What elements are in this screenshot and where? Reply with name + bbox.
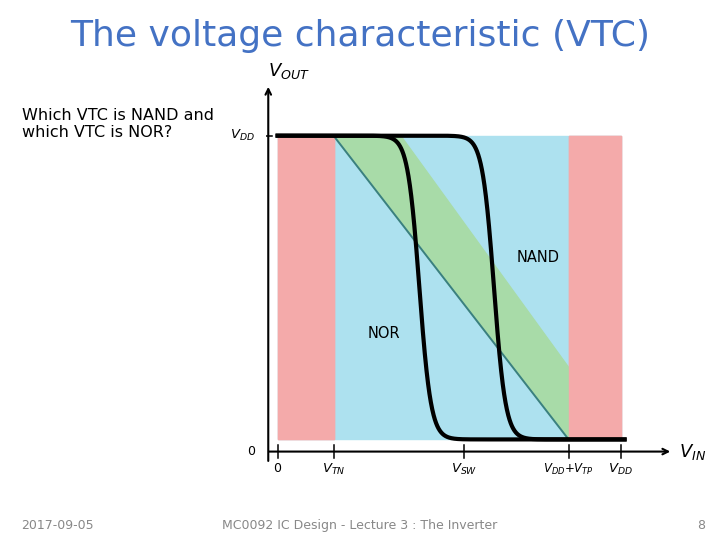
Text: $V_{IN}$: $V_{IN}$ — [679, 442, 706, 462]
Text: $V_{DD}$$+$$V_{TP}$: $V_{DD}$$+$$V_{TP}$ — [543, 462, 594, 477]
Text: 0: 0 — [274, 462, 282, 475]
Text: 0: 0 — [247, 445, 255, 458]
Text: $V_{DD}$: $V_{DD}$ — [608, 462, 634, 477]
Text: Which VTC is NAND and
which VTC is NOR?: Which VTC is NAND and which VTC is NOR? — [22, 108, 214, 140]
Text: NOR: NOR — [367, 326, 400, 341]
Text: $V_{DD}$: $V_{DD}$ — [230, 128, 255, 143]
Text: NAND: NAND — [516, 249, 559, 265]
Text: MC0092 IC Design - Lecture 3 : The Inverter: MC0092 IC Design - Lecture 3 : The Inver… — [222, 519, 498, 532]
Text: $V_{TN}$: $V_{TN}$ — [322, 462, 346, 477]
Text: $V_{SW}$: $V_{SW}$ — [451, 462, 477, 477]
Polygon shape — [333, 136, 621, 440]
Text: $V_{OUT}$: $V_{OUT}$ — [269, 61, 310, 81]
Text: The voltage characteristic (VTC): The voltage characteristic (VTC) — [70, 19, 650, 53]
Text: 2017-09-05: 2017-09-05 — [22, 519, 94, 532]
Text: 8: 8 — [698, 519, 706, 532]
